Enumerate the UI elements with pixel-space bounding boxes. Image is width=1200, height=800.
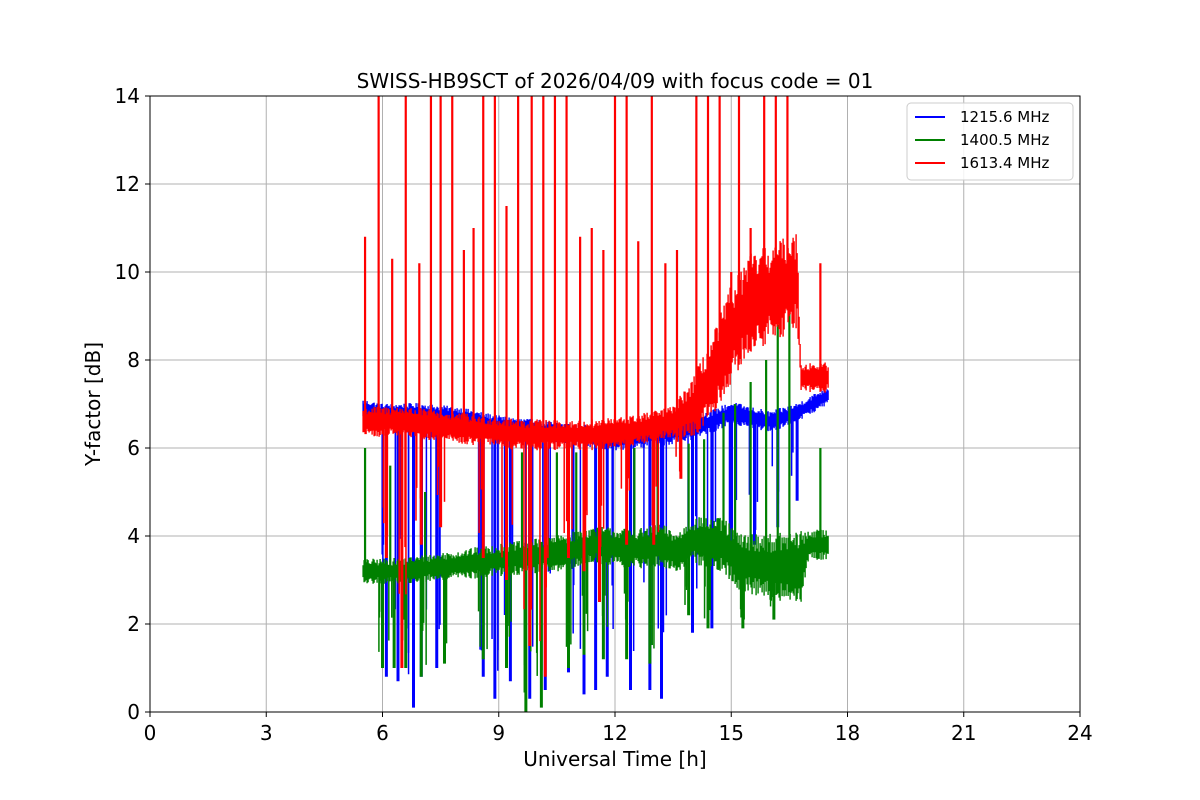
y-tick-label: 2 [127, 612, 140, 636]
legend-box [906, 102, 1074, 181]
y-axis-label: Y-factor [dB] [81, 342, 105, 467]
x-tick-label: 21 [951, 721, 976, 745]
legend-label-1215: 1215.6 MHz [960, 108, 1049, 126]
y-tick-label: 6 [127, 436, 140, 460]
x-axis-label: Universal Time [h] [523, 747, 706, 771]
y-tick-label: 14 [115, 84, 140, 108]
x-axis-ticks: 0 3 6 9 12 15 18 21 24 [144, 712, 1093, 745]
series-layer [362, 96, 829, 712]
legend-label-1400: 1400.5 MHz [960, 131, 1049, 149]
y-tick-label: 10 [115, 260, 140, 284]
y-tick-label: 8 [127, 348, 140, 372]
x-tick-label: 9 [492, 721, 505, 745]
x-tick-label: 18 [835, 721, 860, 745]
x-tick-label: 0 [144, 721, 157, 745]
series-16134 [362, 96, 829, 677]
x-tick-label: 15 [719, 721, 744, 745]
chart-title: SWISS-HB9SCT of 2026/04/09 with focus co… [357, 69, 874, 93]
x-tick-label: 12 [602, 721, 627, 745]
y-tick-label: 4 [127, 524, 140, 548]
legend-label-1613: 1613.4 MHz [960, 154, 1049, 172]
x-tick-label: 3 [260, 721, 273, 745]
y-axis-ticks: 0 2 4 6 8 10 12 14 [115, 84, 150, 724]
x-tick-label: 6 [376, 721, 389, 745]
x-tick-label: 24 [1067, 721, 1092, 745]
y-tick-label: 12 [115, 172, 140, 196]
legend: 1215.6 MHz 1400.5 MHz 1613.4 MHz [906, 102, 1074, 181]
y-tick-label: 0 [127, 700, 140, 724]
